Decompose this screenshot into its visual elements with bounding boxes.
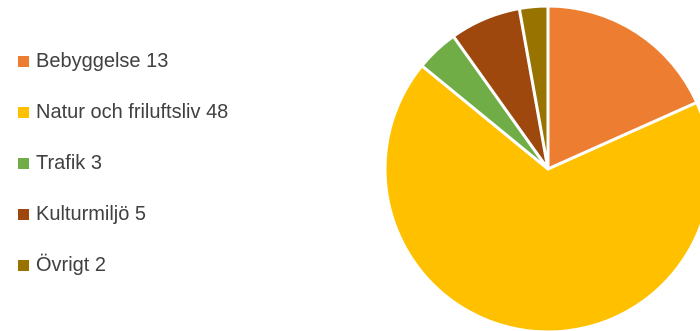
legend-label: Bebyggelse <box>36 49 141 72</box>
legend-label: Trafik <box>36 151 86 174</box>
legend-value: 2 <box>94 253 107 276</box>
legend-item-trafik: Trafik 3 <box>18 150 228 176</box>
legend-value: 48 <box>206 100 229 123</box>
pie-slice-övrigt <box>517 4 550 171</box>
pie-slice-bebyggelse <box>546 4 699 171</box>
legend-swatch <box>18 259 29 271</box>
legend-value: 5 <box>134 202 147 225</box>
legend-label: Kulturmiljö <box>36 202 130 225</box>
legend-item-kulturmiljo: Kulturmiljö 5 <box>18 201 228 227</box>
chart-legend: Bebyggelse 13 Natur och friluftsliv 48 T… <box>18 48 228 303</box>
legend-value: 3 <box>90 151 102 174</box>
legend-item-natur-och-friluftsliv: Natur och friluftsliv 48 <box>18 99 228 125</box>
legend-swatch <box>18 208 29 220</box>
legend-value: 13 <box>146 49 169 72</box>
legend-swatch <box>18 157 29 169</box>
legend-label: Natur och friluftsliv <box>36 100 201 123</box>
legend-label: Övrigt <box>36 253 90 276</box>
legend-item-ovrigt: Övrigt 2 <box>18 252 228 278</box>
legend-swatch <box>18 106 29 118</box>
legend-swatch <box>18 55 29 67</box>
legend-item-bebyggelse: Bebyggelse 13 <box>18 48 228 74</box>
